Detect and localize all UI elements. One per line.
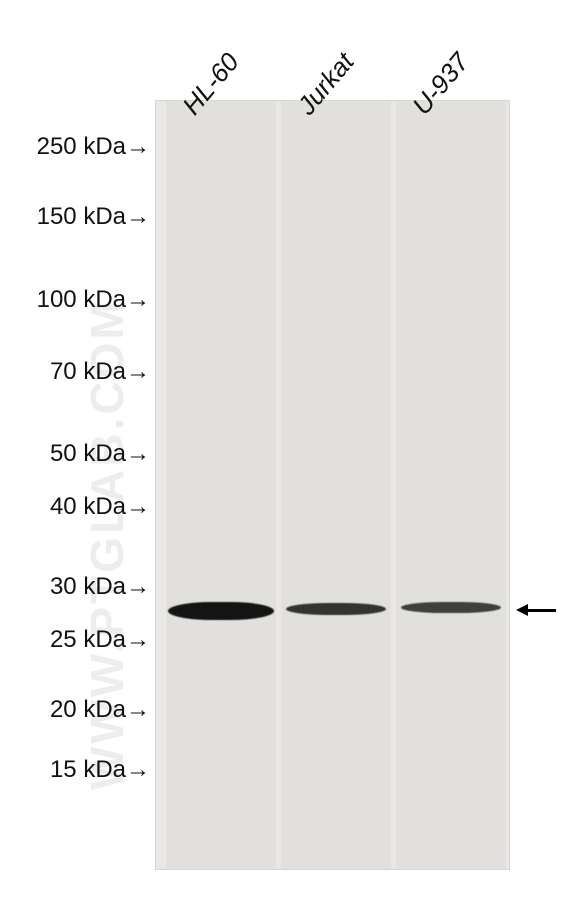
protein-band xyxy=(168,602,274,620)
lane-shade xyxy=(396,101,506,869)
mw-marker-label: 50 kDa→ xyxy=(50,440,150,468)
mw-marker-label: 100 kDa→ xyxy=(37,286,150,314)
mw-marker-label: 20 kDa→ xyxy=(50,696,150,724)
mw-marker-label: 40 kDa→ xyxy=(50,493,150,521)
target-band-arrow xyxy=(516,604,556,616)
arrow-shaft xyxy=(528,609,556,612)
blot-membrane xyxy=(155,100,510,870)
mw-marker-label: 250 kDa→ xyxy=(37,133,150,161)
lane-shade xyxy=(166,101,276,869)
protein-band xyxy=(286,603,386,615)
arrow-head-icon xyxy=(516,604,528,616)
mw-marker-label: 150 kDa→ xyxy=(37,203,150,231)
figure-container: WWW.PTGLAB.COM HL-60JurkatU-937250 kDa→1… xyxy=(0,0,580,903)
lane-shade xyxy=(281,101,391,869)
mw-marker-label: 70 kDa→ xyxy=(50,358,150,386)
mw-marker-label: 25 kDa→ xyxy=(50,626,150,654)
protein-band xyxy=(401,602,501,613)
mw-marker-label: 30 kDa→ xyxy=(50,573,150,601)
mw-marker-label: 15 kDa→ xyxy=(50,756,150,784)
